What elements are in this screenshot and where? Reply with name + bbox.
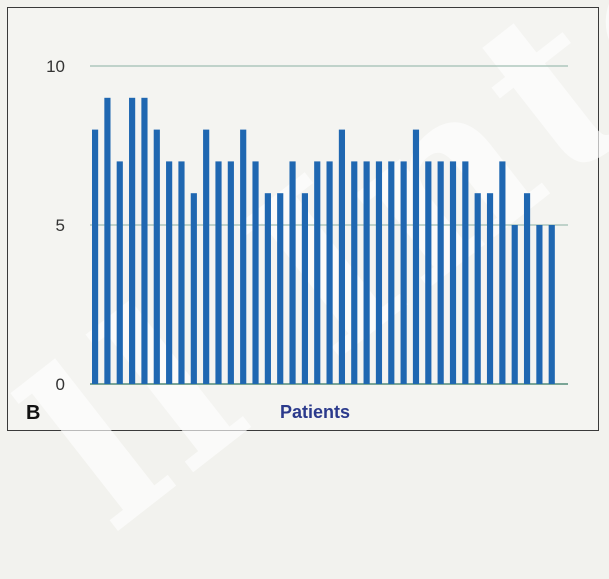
bar <box>277 193 284 384</box>
y-tick-labels: 0 5 10 <box>46 57 65 394</box>
bar <box>178 161 185 384</box>
bar <box>203 129 210 384</box>
bar <box>166 161 173 384</box>
bar <box>536 225 543 384</box>
bar <box>400 161 407 384</box>
bar <box>499 161 506 384</box>
bar <box>289 161 296 384</box>
bars <box>92 97 555 385</box>
panel-label: B <box>26 402 41 424</box>
bar <box>252 161 259 384</box>
bar <box>523 193 531 384</box>
bar <box>511 225 518 384</box>
bar <box>363 161 370 384</box>
bar <box>153 129 160 384</box>
bar <box>215 161 222 384</box>
bar <box>474 193 481 384</box>
bar <box>92 129 99 384</box>
bar <box>314 161 321 384</box>
y-tick-label: 0 <box>56 375 65 394</box>
bar <box>338 129 346 384</box>
bar <box>486 193 494 384</box>
bar <box>190 193 197 384</box>
bar-chart: 0 5 10 Patients <box>46 57 568 422</box>
bar <box>240 129 247 384</box>
bar <box>104 97 111 385</box>
bar <box>437 161 444 384</box>
bar <box>351 161 358 384</box>
bar <box>326 161 333 384</box>
bar <box>412 129 420 384</box>
x-axis-label: Patients <box>280 402 350 422</box>
bar <box>449 161 457 384</box>
y-tick-label: 10 <box>46 57 65 76</box>
bar <box>462 161 469 384</box>
bar <box>301 193 308 384</box>
bar <box>141 97 148 385</box>
bar <box>425 161 432 384</box>
y-tick-label: 5 <box>56 216 65 235</box>
bar <box>227 161 234 384</box>
bar <box>129 97 136 385</box>
bar <box>375 161 383 384</box>
bar <box>116 161 123 384</box>
bar <box>388 161 395 384</box>
bar <box>264 193 271 384</box>
bar <box>548 225 555 384</box>
